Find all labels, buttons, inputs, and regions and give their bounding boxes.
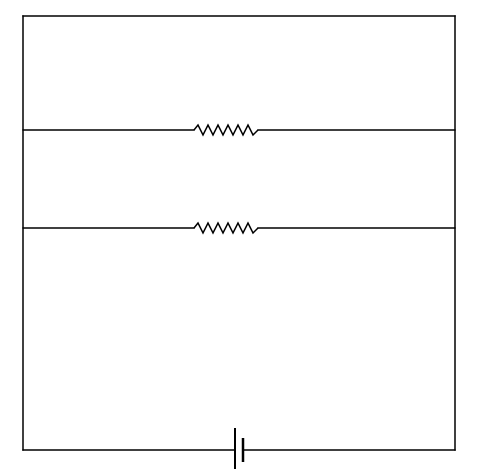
- resistor-lower-branch: [22, 221, 456, 235]
- resistor-2-symbol: [193, 221, 259, 235]
- resistor-1-symbol: [193, 123, 259, 137]
- resistor-upper-branch: [22, 123, 456, 137]
- battery-branch: [22, 428, 456, 469]
